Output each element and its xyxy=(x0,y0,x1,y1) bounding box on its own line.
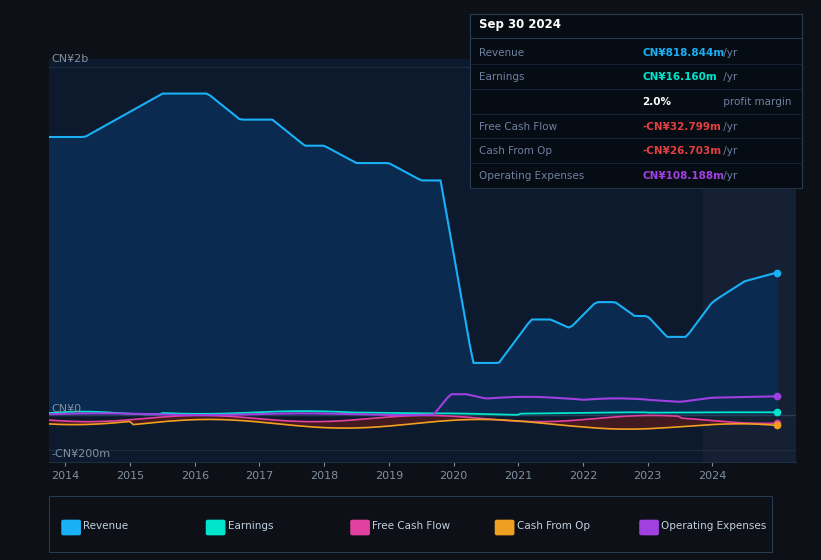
Text: Operating Expenses: Operating Expenses xyxy=(479,171,585,181)
Text: Earnings: Earnings xyxy=(479,72,525,82)
Text: CN¥16.160m: CN¥16.160m xyxy=(642,72,717,82)
Text: CN¥108.188m: CN¥108.188m xyxy=(642,171,724,181)
Text: Earnings: Earnings xyxy=(228,521,273,531)
Text: CN¥818.844m: CN¥818.844m xyxy=(642,48,724,58)
Text: Revenue: Revenue xyxy=(84,521,129,531)
Text: Operating Expenses: Operating Expenses xyxy=(662,521,767,531)
Text: /yr: /yr xyxy=(720,171,737,181)
Text: /yr: /yr xyxy=(720,48,737,58)
Text: 2.0%: 2.0% xyxy=(642,97,671,107)
Text: /yr: /yr xyxy=(720,146,737,156)
Text: Free Cash Flow: Free Cash Flow xyxy=(373,521,451,531)
Text: /yr: /yr xyxy=(720,72,737,82)
Text: CN¥2b: CN¥2b xyxy=(51,54,89,64)
Text: -CN¥26.703m: -CN¥26.703m xyxy=(642,146,721,156)
Text: Sep 30 2024: Sep 30 2024 xyxy=(479,18,562,31)
Text: -CN¥200m: -CN¥200m xyxy=(51,450,110,460)
Text: /yr: /yr xyxy=(720,122,737,132)
Text: Cash From Op: Cash From Op xyxy=(517,521,590,531)
Text: Revenue: Revenue xyxy=(479,48,525,58)
Text: CN¥0: CN¥0 xyxy=(51,404,81,414)
Text: Free Cash Flow: Free Cash Flow xyxy=(479,122,557,132)
Text: -CN¥32.799m: -CN¥32.799m xyxy=(642,122,721,132)
Text: Cash From Op: Cash From Op xyxy=(479,146,553,156)
Text: profit margin: profit margin xyxy=(720,97,791,107)
Bar xyxy=(703,59,796,462)
